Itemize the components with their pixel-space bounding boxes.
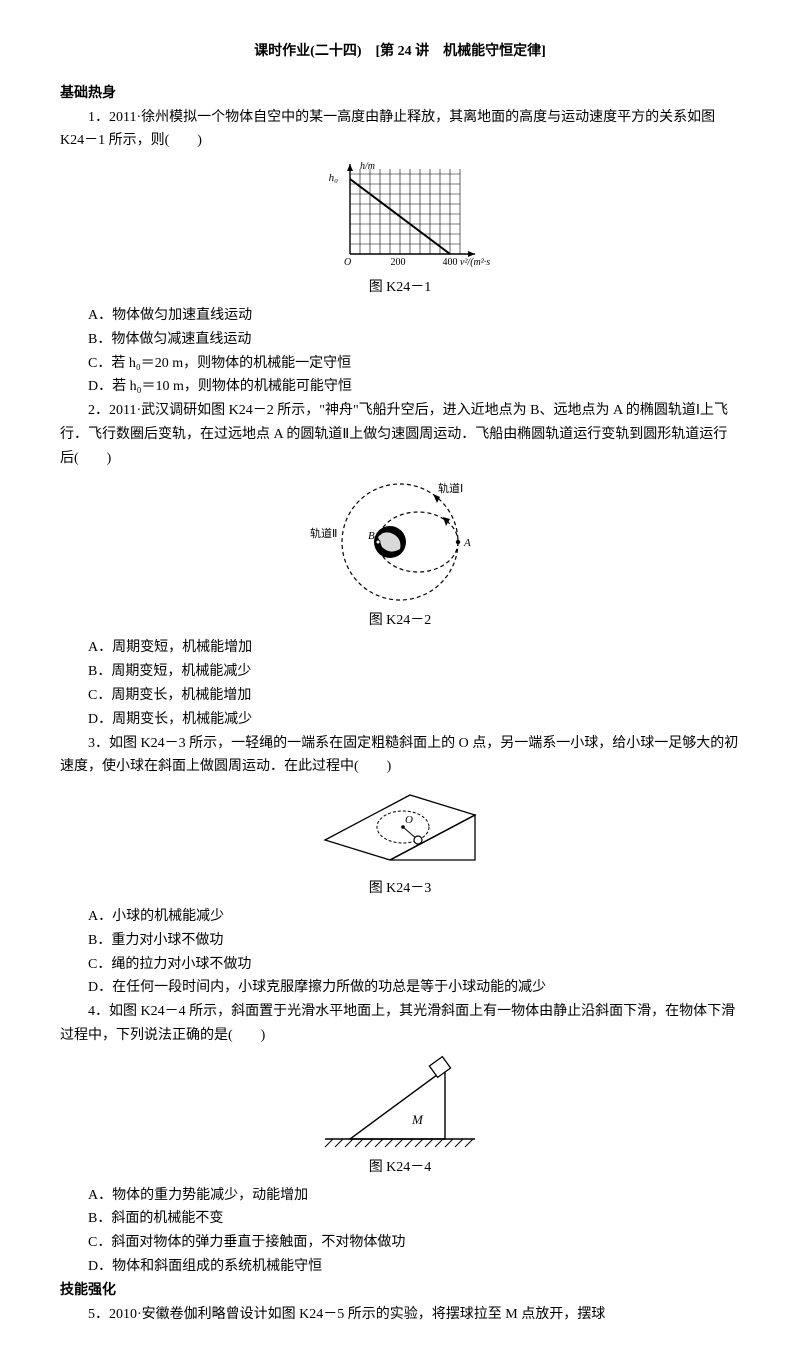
- q3-opt-a: A．小球的机械能减少: [60, 905, 740, 929]
- q1-xt2: 400: [443, 257, 458, 268]
- title-sub: [第 24 讲 机械能守恒定律]: [376, 44, 546, 59]
- q3-opt-d: D．在任何一段时间内，小球克服摩擦力所做的功总是等于小球动能的减少: [60, 976, 740, 1000]
- q4-opt-c: C．斜面对物体的弹力垂直于接触面，不对物体做功: [60, 1231, 740, 1255]
- q2-label-B: B: [368, 530, 375, 542]
- q2-figure: A B 轨道Ⅰ 轨道Ⅱ: [60, 477, 740, 607]
- section-skills: 技能强化: [60, 1279, 740, 1303]
- q4-opt-a: A．物体的重力势能减少，动能增加: [60, 1184, 740, 1208]
- q3-label-O: O: [405, 814, 413, 826]
- q4-label-M: M: [411, 1112, 424, 1127]
- q1-opt-a: A．物体做匀加速直线运动: [60, 304, 740, 328]
- incline-side: [390, 815, 475, 860]
- q3-opt-c: C．绳的拉力对小球不做功: [60, 953, 740, 977]
- q2-opt-b: B．周期变短，机械能减少: [60, 660, 740, 684]
- title-main: 课时作业(二十四): [254, 44, 361, 59]
- q1-xlabel: v²/(m²·s⁻²): [460, 257, 490, 268]
- q2-orbit2-label: 轨道Ⅱ: [310, 526, 337, 540]
- q2-label-A: A: [463, 537, 471, 549]
- q1-h0-label: h₀: [329, 172, 339, 184]
- q3-opt-b: B．重力对小球不做功: [60, 929, 740, 953]
- incline: [350, 1069, 445, 1139]
- q1-opt-d: D．若 h₀＝10 m，则物体的机械能可能守恒: [60, 375, 740, 399]
- q2-orbit1-label: 轨道Ⅰ: [438, 481, 463, 495]
- q2-caption: 图 K24－2: [60, 609, 740, 633]
- q4-figure: M: [60, 1054, 740, 1154]
- q1-xt1: 200: [391, 257, 406, 268]
- q2-opt-c: C．周期变长，机械能增加: [60, 684, 740, 708]
- q1-stem: 1．2011·徐州模拟一个物体自空中的某一高度由静止释放，其离地面的高度与运动速…: [60, 106, 740, 154]
- svg-text:O: O: [344, 257, 351, 268]
- section-basics: 基础热身: [60, 82, 740, 106]
- ball-icon: [414, 836, 422, 844]
- block-icon: [429, 1056, 450, 1077]
- q2-opt-d: D．周期变长，机械能减少: [60, 708, 740, 732]
- q2-opt-a: A．周期变短，机械能增加: [60, 636, 740, 660]
- q5-stem: 5．2010·安徽卷伽利略曾设计如图 K24－5 所示的实验，将摆球拉至 M 点…: [60, 1303, 740, 1327]
- q3-caption: 图 K24－3: [60, 877, 740, 901]
- q4-opt-d: D．物体和斜面组成的系统机械能守恒: [60, 1255, 740, 1279]
- q1-chart: h₀ h/m O 200 400 v²/(m²·s⁻²): [329, 161, 490, 268]
- q1-opt-c: C．若 h₀＝20 m，则物体的机械能一定守恒: [60, 352, 740, 376]
- q3-figure: O: [60, 785, 740, 875]
- q1-opt-b: B．物体做匀减速直线运动: [60, 328, 740, 352]
- q2-stem: 2．2011·武汉调研如图 K24－2 所示，"神舟"飞船升空后，进入近地点为 …: [60, 399, 740, 470]
- q3-stem: 3．如图 K24－3 所示，一轻绳的一端系在固定粗糙斜面上的 O 点，另一端系一…: [60, 732, 740, 780]
- q1-caption: 图 K24－1: [60, 276, 740, 300]
- q4-opt-b: B．斜面的机械能不变: [60, 1207, 740, 1231]
- q4-stem: 4．如图 K24－4 所示，斜面置于光滑水平地面上，其光滑斜面上有一物体由静止沿…: [60, 1000, 740, 1048]
- q1-figure: h₀ h/m O 200 400 v²/(m²·s⁻²): [60, 159, 740, 274]
- q4-caption: 图 K24－4: [60, 1156, 740, 1180]
- page-title: 课时作业(二十四) [第 24 讲 机械能守恒定律]: [60, 40, 740, 64]
- q1-ylabel: h/m: [360, 161, 375, 172]
